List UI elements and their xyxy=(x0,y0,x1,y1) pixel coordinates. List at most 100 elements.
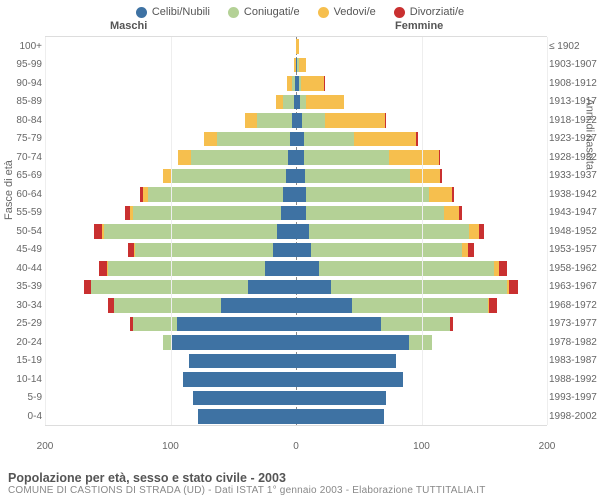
legend-swatch xyxy=(394,7,405,18)
birth-year-label: 1928-1932 xyxy=(549,152,600,163)
female-bar xyxy=(296,150,440,165)
bar-segment xyxy=(296,298,352,313)
male-bar xyxy=(204,132,296,147)
age-row: 45-491953-1957 xyxy=(45,241,547,260)
bar-segment xyxy=(302,113,325,128)
birth-year-label: 1908-1912 xyxy=(549,78,600,89)
bar-segment xyxy=(296,391,386,406)
female-bar xyxy=(296,317,453,332)
bar-segment xyxy=(409,335,432,350)
bar-segment xyxy=(94,224,102,239)
male-bar xyxy=(189,354,296,369)
age-row: 40-441958-1962 xyxy=(45,259,547,278)
bar-segment xyxy=(306,95,344,110)
bar-segment xyxy=(108,261,265,276)
bar-segment xyxy=(311,243,462,258)
age-label: 65-69 xyxy=(0,170,42,181)
age-label: 100+ xyxy=(0,41,42,52)
female-bar xyxy=(296,39,299,54)
age-label: 75-79 xyxy=(0,133,42,144)
birth-year-label: 1998-2002 xyxy=(549,411,600,422)
legend-swatch xyxy=(318,7,329,18)
age-row: 70-741928-1932 xyxy=(45,148,547,167)
bar-segment xyxy=(273,243,296,258)
bar-segment xyxy=(468,243,474,258)
birth-year-label: 1973-1977 xyxy=(549,318,600,329)
age-row: 30-341968-1972 xyxy=(45,296,547,315)
bar-segment xyxy=(189,354,296,369)
bar-segment xyxy=(277,224,296,239)
bar-segment xyxy=(171,335,297,350)
legend-label: Vedovi/e xyxy=(334,6,376,18)
bar-segment xyxy=(296,224,309,239)
age-label: 40-44 xyxy=(0,263,42,274)
bar-segment xyxy=(296,372,403,387)
bar-segment xyxy=(296,169,305,184)
female-bar xyxy=(296,391,386,406)
bar-segment xyxy=(439,150,440,165)
bar-segment xyxy=(133,206,281,221)
legend-label: Divorziati/e xyxy=(410,6,464,18)
age-label: 30-34 xyxy=(0,300,42,311)
male-bar xyxy=(198,409,296,424)
bar-segment xyxy=(276,95,284,110)
bar-segment xyxy=(296,261,319,276)
male-bar xyxy=(140,187,296,202)
female-bar xyxy=(296,409,384,424)
legend-item: Celibi/Nubili xyxy=(136,6,210,18)
age-label: 10-14 xyxy=(0,374,42,385)
female-bar xyxy=(296,95,344,110)
age-label: 90-94 xyxy=(0,78,42,89)
age-label: 5-9 xyxy=(0,392,42,403)
age-row: 15-191983-1987 xyxy=(45,352,547,371)
bar-segment xyxy=(245,113,258,128)
birth-year-label: 1988-1992 xyxy=(549,374,600,385)
bar-segment xyxy=(429,187,452,202)
male-bar xyxy=(84,280,296,295)
birth-year-label: 1948-1952 xyxy=(549,226,600,237)
bar-segment xyxy=(191,150,289,165)
bar-segment xyxy=(450,317,453,332)
age-label: 80-84 xyxy=(0,115,42,126)
bar-segment xyxy=(178,150,191,165)
bar-segment xyxy=(459,206,462,221)
age-row: 20-241978-1982 xyxy=(45,333,547,352)
birth-year-label: 1963-1967 xyxy=(549,281,600,292)
bar-segment xyxy=(304,150,389,165)
x-tick: 100 xyxy=(162,441,179,452)
bar-segment xyxy=(324,76,325,91)
male-bar xyxy=(108,298,296,313)
age-row: 25-291973-1977 xyxy=(45,315,547,334)
age-row: 100+≤ 1902 xyxy=(45,37,547,56)
legend-swatch xyxy=(136,7,147,18)
birth-year-label: 1978-1982 xyxy=(549,337,600,348)
bar-segment xyxy=(452,187,455,202)
female-bar xyxy=(296,298,497,313)
age-row: 75-791923-1927 xyxy=(45,130,547,149)
bar-segment xyxy=(410,169,440,184)
bar-segment xyxy=(489,298,497,313)
birth-year-label: 1903-1907 xyxy=(549,59,600,70)
bar-segment xyxy=(389,150,439,165)
female-bar xyxy=(296,206,462,221)
age-label: 70-74 xyxy=(0,152,42,163)
bar-segment xyxy=(281,206,296,221)
bar-segment xyxy=(177,317,296,332)
bar-segment xyxy=(416,132,417,147)
age-label: 35-39 xyxy=(0,281,42,292)
male-bar xyxy=(276,95,296,110)
bar-segment xyxy=(248,280,296,295)
bar-segment xyxy=(499,261,507,276)
female-bar xyxy=(296,224,484,239)
bar-segment xyxy=(217,132,290,147)
legend-swatch xyxy=(228,7,239,18)
birth-year-label: 1993-1997 xyxy=(549,392,600,403)
bar-segment xyxy=(304,132,354,147)
bar-segment xyxy=(352,298,488,313)
female-bar xyxy=(296,261,507,276)
bar-segment xyxy=(171,169,286,184)
male-bar xyxy=(130,317,296,332)
birth-year-label: 1938-1942 xyxy=(549,189,600,200)
age-label: 50-54 xyxy=(0,226,42,237)
male-bar xyxy=(178,150,296,165)
